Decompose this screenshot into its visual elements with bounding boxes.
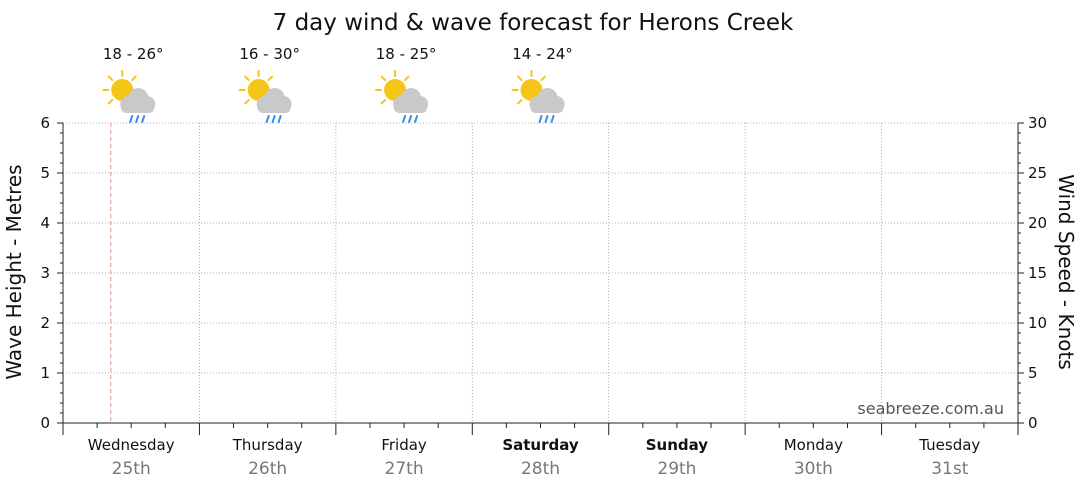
rain-drop [141, 115, 146, 123]
rain-drop [538, 115, 543, 123]
day-label-thursday: Thursday [232, 436, 303, 454]
cloud-base [530, 103, 564, 113]
tick-labels: 0 1 2 3 4 5 6 0 5 10 15 20 25 30 [40, 114, 1047, 432]
cloud-base [257, 103, 291, 113]
sun-ray [380, 75, 387, 82]
sun-ray [380, 98, 387, 105]
date-label-thursday: 26th [248, 459, 287, 479]
date-label-tuesday: 31st [931, 459, 968, 479]
y-tick-label-left: 6 [40, 114, 50, 132]
sun-ray [540, 75, 546, 82]
y-tick-label-left: 1 [40, 364, 50, 382]
y-tick-label-right: 0 [1028, 414, 1038, 432]
y-tick-label-right: 30 [1028, 114, 1047, 132]
rain-drop [550, 115, 555, 123]
day-label-saturday: Saturday [502, 436, 579, 454]
rain-drop [135, 115, 140, 123]
watermark: seabreeze.com.au [857, 399, 1004, 418]
date-label-sunday: 29th [657, 459, 696, 479]
y-axis-label-right: Wind Speed - Knots [1054, 174, 1078, 370]
grid [63, 122, 1018, 423]
temperature-range: 18 - 26° [103, 45, 164, 63]
y-tick-label-left: 0 [40, 414, 50, 432]
date-label-wednesday: 25th [112, 459, 151, 479]
sun-disc [384, 79, 407, 101]
rain-drop [408, 115, 413, 123]
axes [57, 122, 1024, 435]
y-tick-label-left: 4 [40, 214, 50, 232]
day-label-tuesday: Tuesday [918, 436, 980, 454]
sun-cloud-rain-icon [238, 70, 292, 123]
y-tick-label-left: 3 [40, 264, 50, 282]
day-label-friday: Friday [381, 436, 427, 454]
rain-drop [129, 115, 134, 123]
sun-ray [403, 75, 410, 82]
rain-drop [414, 115, 419, 123]
rain-drop [271, 115, 276, 123]
y-axis-label-left: Wave Height - Metres [2, 164, 26, 379]
rain-drop [277, 115, 282, 123]
sun-disc [111, 79, 134, 101]
y-tick-label-right: 5 [1028, 364, 1038, 382]
sun-cloud-rain-icon [102, 70, 156, 123]
cloud-base [394, 103, 428, 113]
temperature-range: 16 - 30° [239, 45, 300, 63]
rain-drop [544, 115, 549, 123]
rain-drop [265, 115, 270, 123]
weather-forecast: 18 - 26° 16 - 30° 18 - 25° 14 - 24° [102, 45, 573, 123]
day-label-monday: Monday [784, 436, 843, 454]
sun-ray [517, 98, 523, 105]
temperature-range: 14 - 24° [512, 45, 573, 63]
sun-ray [131, 75, 137, 82]
sun-disc [520, 79, 543, 101]
day-labels: Wednesday 25th Thursday 26th Friday 27th Satur… [88, 436, 981, 479]
y-tick-label-right: 10 [1028, 314, 1047, 332]
sun-ray [267, 75, 274, 82]
y-tick-label-right: 25 [1028, 164, 1047, 182]
chart-title: 7 day wind & wave forecast for Herons Cr… [273, 10, 794, 36]
cloud-base [121, 103, 155, 113]
sun-cloud-rain-icon [511, 70, 565, 123]
y-tick-label-left: 2 [40, 314, 50, 332]
sun-ray [107, 98, 114, 105]
date-label-friday: 27th [385, 459, 424, 479]
y-tick-label-right: 20 [1028, 214, 1047, 232]
sun-ray [517, 75, 523, 82]
date-label-monday: 30th [794, 459, 833, 479]
sun-cloud-rain-icon [375, 70, 429, 123]
sun-ray [107, 75, 114, 82]
day-label-wednesday: Wednesday [88, 436, 175, 454]
sun-ray [244, 75, 250, 82]
day-label-sunday: Sunday [646, 436, 709, 454]
date-label-saturday: 28th [521, 459, 560, 479]
sun-disc [247, 79, 270, 101]
y-tick-label-left: 5 [40, 164, 50, 182]
temperature-range: 18 - 25° [376, 45, 437, 63]
sun-ray [244, 98, 250, 105]
y-tick-label-right: 15 [1028, 264, 1047, 282]
rain-drop [402, 115, 407, 123]
